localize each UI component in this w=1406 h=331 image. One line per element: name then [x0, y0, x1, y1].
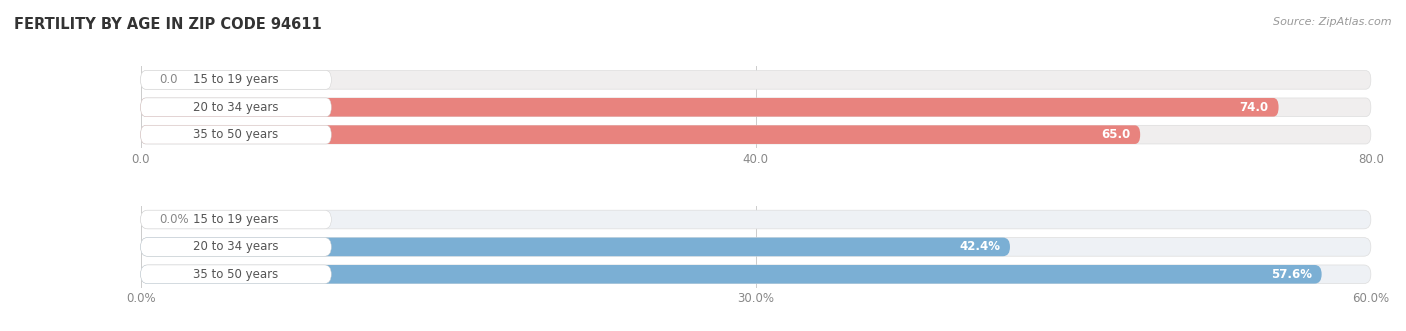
Text: 0.0%: 0.0% [159, 213, 188, 226]
Text: 35 to 50 years: 35 to 50 years [193, 128, 278, 141]
Text: 65.0: 65.0 [1101, 128, 1130, 141]
Text: 20 to 34 years: 20 to 34 years [193, 101, 278, 114]
Text: 0.0: 0.0 [159, 73, 177, 86]
Text: 74.0: 74.0 [1240, 101, 1268, 114]
Text: 42.4%: 42.4% [959, 240, 1000, 254]
FancyBboxPatch shape [141, 238, 1010, 256]
Text: Source: ZipAtlas.com: Source: ZipAtlas.com [1274, 17, 1392, 26]
FancyBboxPatch shape [141, 210, 1371, 229]
FancyBboxPatch shape [141, 125, 332, 144]
FancyBboxPatch shape [141, 238, 1371, 256]
FancyBboxPatch shape [141, 71, 1371, 89]
FancyBboxPatch shape [141, 238, 332, 256]
Text: 20 to 34 years: 20 to 34 years [193, 240, 278, 254]
Text: 15 to 19 years: 15 to 19 years [193, 213, 278, 226]
FancyBboxPatch shape [141, 210, 332, 229]
FancyBboxPatch shape [141, 125, 1371, 144]
FancyBboxPatch shape [141, 265, 1371, 284]
FancyBboxPatch shape [141, 98, 1371, 117]
Text: FERTILITY BY AGE IN ZIP CODE 94611: FERTILITY BY AGE IN ZIP CODE 94611 [14, 17, 322, 31]
Text: 15 to 19 years: 15 to 19 years [193, 73, 278, 86]
FancyBboxPatch shape [141, 98, 332, 117]
Text: 57.6%: 57.6% [1271, 268, 1312, 281]
FancyBboxPatch shape [141, 98, 1278, 117]
FancyBboxPatch shape [141, 265, 332, 284]
Text: 35 to 50 years: 35 to 50 years [193, 268, 278, 281]
FancyBboxPatch shape [141, 71, 332, 89]
FancyBboxPatch shape [141, 265, 1322, 284]
FancyBboxPatch shape [141, 125, 1140, 144]
